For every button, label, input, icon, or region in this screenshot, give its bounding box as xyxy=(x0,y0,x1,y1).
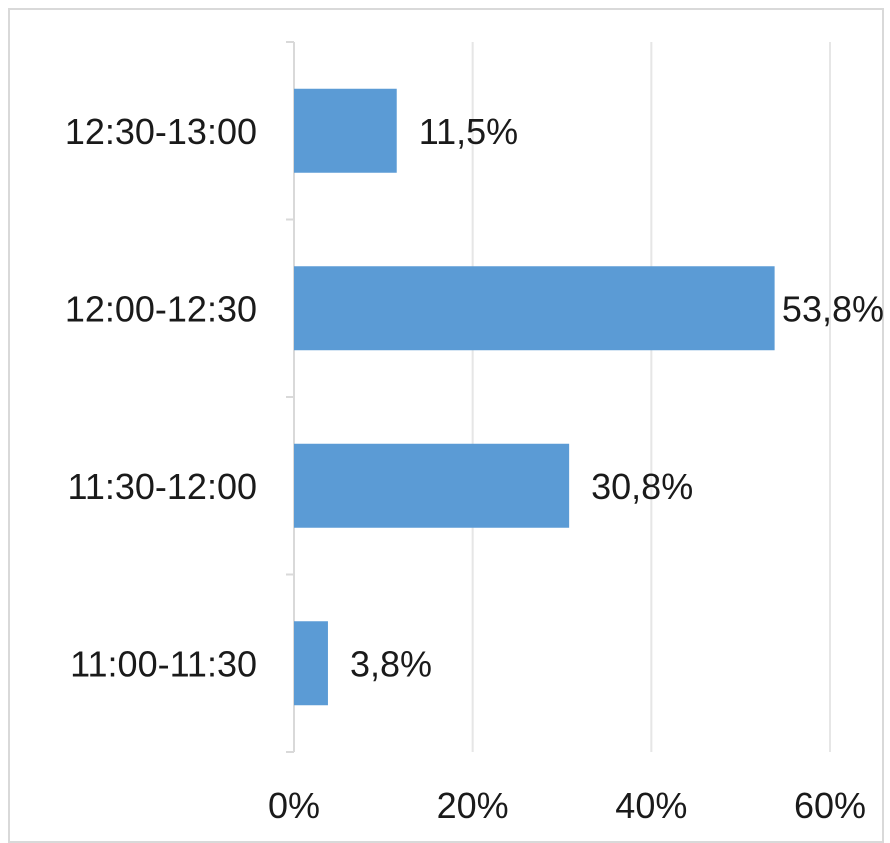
bar xyxy=(294,88,397,173)
chart-frame xyxy=(8,8,884,843)
x-tick-label: 20% xyxy=(437,785,509,826)
bar xyxy=(294,266,775,351)
data-label: 53,8% xyxy=(782,288,884,329)
category-label: 12:00-12:30 xyxy=(65,288,257,329)
category-label: 11:00-11:30 xyxy=(70,643,257,684)
x-tick-label: 60% xyxy=(794,785,866,826)
data-label: 30,8% xyxy=(591,466,693,507)
bar xyxy=(294,621,328,706)
data-label: 11,5% xyxy=(419,111,518,152)
x-tick-label: 40% xyxy=(615,785,687,826)
x-tick-label: 0% xyxy=(268,785,320,826)
bar xyxy=(294,443,570,528)
category-label: 11:30-12:00 xyxy=(68,466,258,507)
data-label: 3,8% xyxy=(350,643,432,684)
category-label: 12:30-13:00 xyxy=(65,111,257,152)
